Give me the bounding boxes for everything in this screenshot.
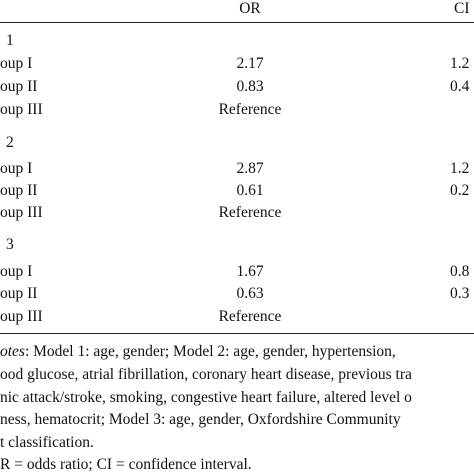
ci-value: 1.2 xyxy=(450,55,470,72)
notes-line: nic attack/stroke, smoking, congestive h… xyxy=(0,388,412,406)
model-label: 1 xyxy=(6,32,14,49)
ci-header: CI xyxy=(454,0,470,17)
notes-line: ness, hematocrit; Model 3: age, gender, … xyxy=(0,411,401,428)
ci-value: 1.2 xyxy=(450,160,470,177)
notes-line: t classification. xyxy=(0,433,94,451)
group-label: oup III xyxy=(0,308,43,325)
or-value: 2.87 xyxy=(236,160,264,177)
ci-value: 0.4 xyxy=(450,78,470,95)
or-value: Reference xyxy=(218,308,282,325)
model-label: 2 xyxy=(6,134,14,151)
or-header: OR xyxy=(239,0,261,17)
notes-lead: otes xyxy=(0,343,25,360)
notes-line: ood glucose, atrial fibrillation, corona… xyxy=(0,366,412,383)
group-label: oup I xyxy=(0,160,33,177)
notes-text: : Model 1: age, gender; Model 2: age, ge… xyxy=(24,343,396,360)
or-value: 1.67 xyxy=(236,263,264,280)
ci-value: 0.3 xyxy=(450,285,470,302)
group-label: oup I xyxy=(0,263,33,280)
group-label: oup II xyxy=(0,78,38,95)
notes-first-line: otes: Model 1: age, gender; Model 2: age… xyxy=(0,343,396,361)
model-label: 3 xyxy=(6,236,14,253)
or-value: 0.83 xyxy=(236,78,264,95)
group-label: oup II xyxy=(0,285,38,302)
bottom-rule xyxy=(0,333,474,334)
group-label: oup III xyxy=(0,101,43,118)
or-value: 0.63 xyxy=(236,285,264,302)
or-value: 0.61 xyxy=(236,182,264,199)
group-label: oup I xyxy=(0,55,33,72)
or-value: 2.17 xyxy=(236,55,264,72)
group-label: oup II xyxy=(0,182,38,199)
group-label: oup III xyxy=(0,204,43,221)
or-value: Reference xyxy=(218,204,282,221)
or-value: Reference xyxy=(218,101,282,118)
ci-value: 0.2 xyxy=(450,182,470,199)
header-rule xyxy=(0,22,474,23)
notes-line: R = odds ratio; CI = confidence interval… xyxy=(0,456,252,473)
ci-value: 0.8 xyxy=(450,263,470,280)
